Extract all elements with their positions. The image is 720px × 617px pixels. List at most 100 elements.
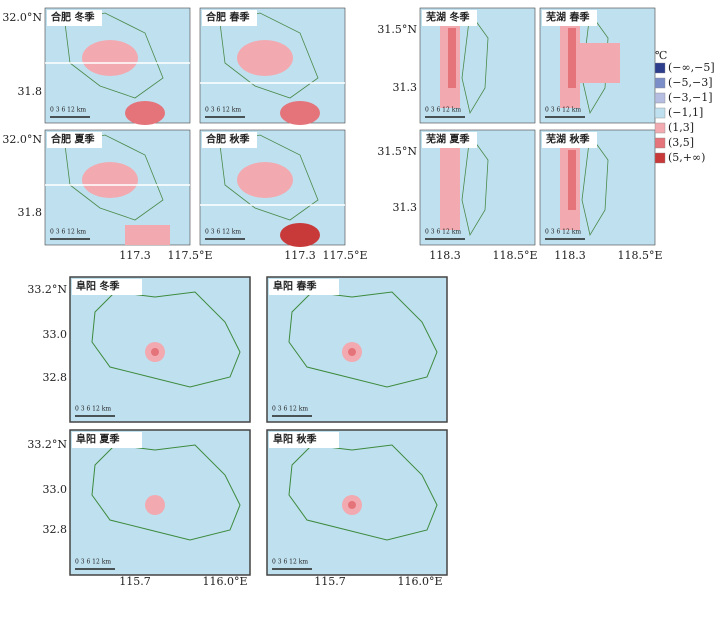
scale-label: 0 3 6 12 km <box>425 107 461 114</box>
boundary <box>461 133 489 237</box>
label-box <box>47 10 102 26</box>
boundary <box>64 12 164 99</box>
lat-label: 33.2°N <box>27 283 67 296</box>
map-panel: 阜阳 秋季 0 3 6 12 km <box>266 429 448 576</box>
heat <box>82 40 138 76</box>
heat <box>568 28 576 88</box>
scale-label: 0 3 6 12 km <box>75 406 111 413</box>
legend-swatch <box>654 77 666 89</box>
legend-swatch <box>654 152 666 164</box>
boundary <box>288 291 438 388</box>
lat-label: 33.0 <box>43 328 68 341</box>
lon-label: 116.0°E <box>397 575 442 588</box>
label-box <box>269 432 339 448</box>
panel-label: 阜阳 夏季 <box>76 433 120 446</box>
scale-label: 0 3 6 12 km <box>205 107 241 114</box>
map-panel: 芜湖 秋季 0 3 6 12 km <box>539 129 656 246</box>
panel-label: 芜湖 夏季 <box>426 133 470 146</box>
legend-swatch <box>654 62 666 74</box>
map-panel: 合肥 春季 0 3 6 12 km <box>199 7 346 125</box>
panel-label: 芜湖 春季 <box>546 11 590 24</box>
legend-label: (−5,−3] <box>668 76 713 89</box>
scale-label: 0 3 6 12 km <box>272 406 308 413</box>
heat <box>125 225 170 245</box>
lat-label: 33.0 <box>43 483 68 496</box>
label-box <box>542 132 597 148</box>
label-box <box>72 432 142 448</box>
lat-label: 31.3 <box>393 201 418 214</box>
label-box <box>422 10 477 26</box>
panel-bg <box>539 129 656 246</box>
lon-label: 118.5°E <box>492 249 537 262</box>
heat <box>82 162 138 198</box>
scale-label: 0 3 6 12 km <box>50 229 86 236</box>
legend-label: (1,3] <box>668 121 694 134</box>
legend-label: (−3,−1] <box>668 91 713 104</box>
heat <box>348 501 356 509</box>
heat <box>145 495 165 515</box>
map-panel: 芜湖 冬季 0 3 6 12 km <box>419 7 536 124</box>
map-panel: 阜阳 冬季 0 3 6 12 km <box>69 276 251 423</box>
scale-label: 0 3 6 12 km <box>272 559 308 566</box>
panel-label: 阜阳 春季 <box>273 280 317 293</box>
lat-label: 33.2°N <box>27 438 67 451</box>
heat <box>280 223 320 247</box>
lon-label: 115.7 <box>314 575 346 588</box>
lon-label: 116.0°E <box>202 575 247 588</box>
scale-label: 0 3 6 12 km <box>545 107 581 114</box>
boundary <box>91 291 241 388</box>
legend-swatch <box>654 122 666 134</box>
map-panel: 合肥 冬季 0 3 6 12 km <box>44 7 191 125</box>
lon-label: 117.3 <box>284 249 316 262</box>
panel-bg <box>419 7 536 124</box>
heat <box>151 348 159 356</box>
lat-label: 31.5°N <box>377 23 417 36</box>
panel-label: 阜阳 冬季 <box>76 280 120 293</box>
legend-swatch <box>654 137 666 149</box>
map-panel: 阜阳 夏季 0 3 6 12 km <box>69 429 251 576</box>
boundary <box>64 134 164 221</box>
label-box <box>202 132 257 148</box>
legend-unit: ℃ <box>655 49 667 62</box>
map-panel: 合肥 秋季 0 3 6 12 km <box>199 129 346 247</box>
lat-label: 31.5°N <box>377 145 417 158</box>
legend-swatch <box>654 107 666 119</box>
scale-label: 0 3 6 12 km <box>425 229 461 236</box>
lon-label: 117.5°E <box>322 249 367 262</box>
label-box <box>269 279 339 295</box>
boundary <box>91 444 241 541</box>
heat <box>237 162 293 198</box>
panel-bg <box>199 7 346 124</box>
lat-label: 32.8 <box>43 523 68 536</box>
lon-label: 115.7 <box>119 575 151 588</box>
scale-label: 0 3 6 12 km <box>50 107 86 114</box>
scale-label: 0 3 6 12 km <box>205 229 241 236</box>
panel-label: 合肥 夏季 <box>50 133 95 146</box>
label-box <box>542 10 597 26</box>
lat-label: 32.8 <box>43 371 68 384</box>
heat <box>125 101 165 125</box>
panel-label: 芜湖 秋季 <box>546 133 590 146</box>
label-box <box>422 132 477 148</box>
heat <box>280 101 320 125</box>
boundary <box>219 134 319 221</box>
label-box <box>202 10 257 26</box>
lon-label: 118.5°E <box>617 249 662 262</box>
panel-label: 合肥 春季 <box>205 11 250 24</box>
lat-label: 31.8 <box>18 85 43 98</box>
panel-label: 芜湖 冬季 <box>426 11 470 24</box>
lon-label: 118.3 <box>429 249 461 262</box>
panel-label: 合肥 秋季 <box>205 133 250 146</box>
lat-label: 32.0°N <box>2 133 42 146</box>
boundary <box>581 133 609 237</box>
panel-label: 阜阳 秋季 <box>273 433 317 446</box>
map-panel: 芜湖 春季 0 3 6 12 km <box>539 7 656 124</box>
heat <box>440 140 460 230</box>
label-box <box>47 132 102 148</box>
scale-label: 0 3 6 12 km <box>545 229 581 236</box>
label-box <box>72 279 142 295</box>
lat-label: 31.3 <box>393 81 418 94</box>
lon-label: 117.5°E <box>167 249 212 262</box>
map-panel: 阜阳 春季 0 3 6 12 km <box>266 276 448 423</box>
